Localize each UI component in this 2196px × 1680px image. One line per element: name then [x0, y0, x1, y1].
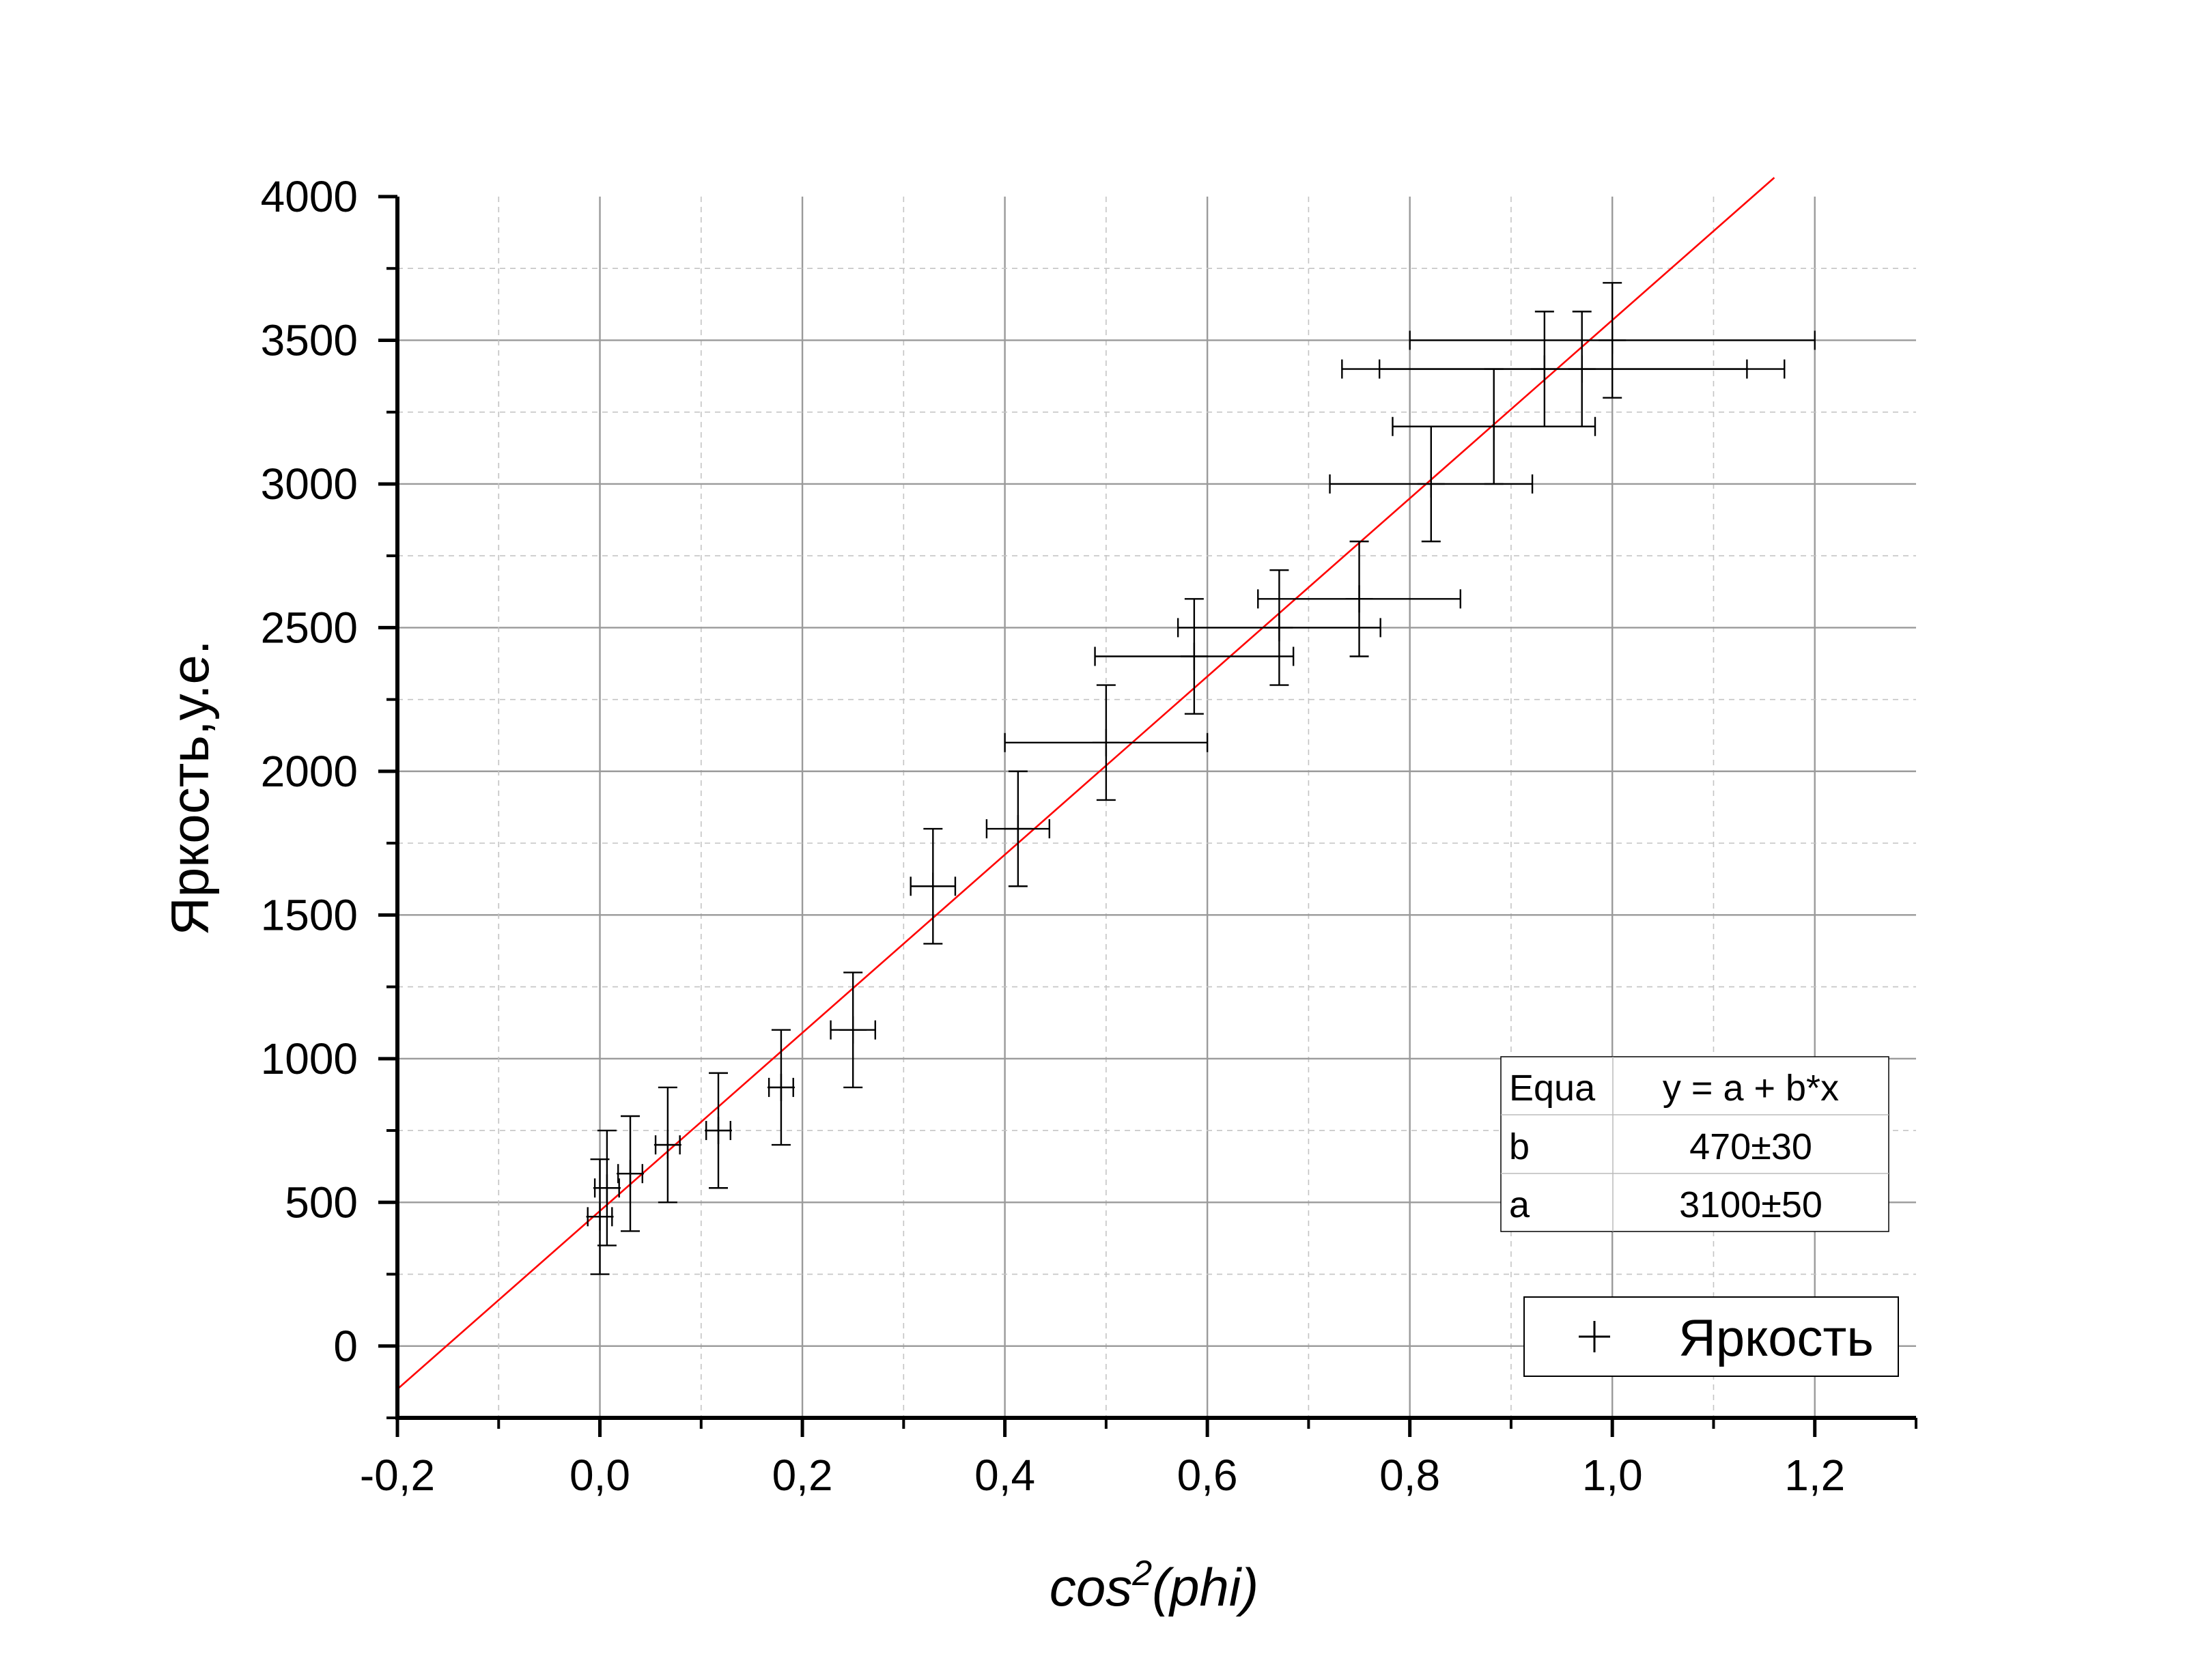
axes	[378, 195, 1917, 1437]
data-point	[1094, 598, 1295, 715]
y-tick-label: 4000	[261, 172, 358, 221]
fit-table-cell: y = a + b*x	[1663, 1068, 1839, 1109]
y-tick-label: 1000	[261, 1034, 358, 1083]
data-point	[617, 1115, 645, 1232]
data-point	[985, 770, 1051, 887]
fit-table-cell: 3100±50	[1679, 1184, 1822, 1225]
legend: Яркость	[1523, 1296, 1899, 1377]
fit-table: Equa y = a + b*x b 470±30 a 3100±50	[1500, 1056, 1889, 1232]
x-tick-label: -0,2	[360, 1451, 435, 1500]
x-tick-label: 1,0	[1582, 1451, 1643, 1500]
data-point	[1004, 684, 1209, 801]
y-tick-label: 3500	[261, 315, 358, 365]
data-point	[767, 1029, 795, 1146]
x-axis-label-sup: 2	[1131, 1554, 1152, 1593]
fit-table-cell: 470±30	[1689, 1126, 1812, 1167]
y-tick-label: 500	[285, 1178, 358, 1227]
data-point	[1409, 282, 1816, 399]
data-point	[586, 1158, 614, 1275]
x-axis-label-main: cos	[1050, 1557, 1132, 1617]
x-tick-label: 1,2	[1784, 1451, 1845, 1500]
data-point	[653, 1086, 681, 1204]
legend-label: Яркость	[1678, 1309, 1874, 1367]
x-axis-label: cos2(phi)	[1050, 1554, 1258, 1617]
x-tick-label: 0,6	[1177, 1451, 1238, 1500]
data-point	[1257, 540, 1462, 657]
y-tick-label: 2000	[261, 747, 358, 796]
y-tick-label: 2500	[261, 603, 358, 652]
y-tick-label: 3000	[261, 459, 358, 509]
x-axis-label-rest: (phi)	[1152, 1557, 1258, 1617]
x-tick-label: 0,8	[1379, 1451, 1440, 1500]
x-tick-label: 0,2	[772, 1451, 833, 1500]
y-tick-label: 1500	[261, 890, 358, 939]
fit-table-cell: b	[1509, 1126, 1530, 1167]
data-point	[830, 971, 877, 1089]
tick-labels: -0,2 0,0 0,2 0,4 0,6 0,8 1,0 1,2 0 500 1000 1500 200…	[261, 172, 1846, 1500]
fit-table-frame	[1500, 1056, 1889, 1232]
fit-table-cell: Equa	[1509, 1068, 1596, 1109]
data-point	[1177, 569, 1381, 686]
x-tick-label: 0,0	[569, 1451, 630, 1500]
fit-table-cell: a	[1509, 1184, 1530, 1225]
y-tick-label: 0	[333, 1322, 358, 1371]
y-axis-label: Яркость,у.е.	[160, 640, 220, 935]
data-point	[1378, 311, 1786, 427]
data-point	[593, 1129, 621, 1247]
data-points	[586, 282, 1816, 1275]
data-point	[705, 1072, 733, 1189]
data-point	[910, 827, 957, 945]
x-tick-label: 0,4	[974, 1451, 1035, 1500]
